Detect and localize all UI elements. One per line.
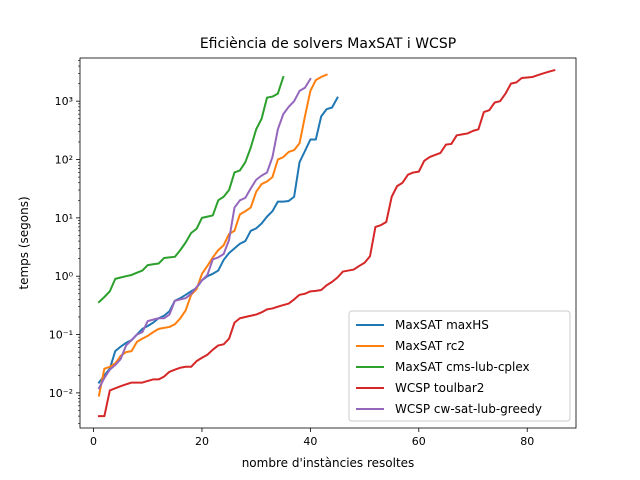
series-line-1 <box>97 73 328 397</box>
legend-label: MaxSAT rc2 <box>395 339 465 353</box>
x-axis-label: nombre d'instàncies resoltes <box>242 456 415 470</box>
y-axis-ticks: 10⁻² 10⁻¹ 10⁰ 10¹ 10² 10³ <box>49 60 80 424</box>
chart-title: Eficiència de solvers MaxSAT i WCSP <box>200 36 456 52</box>
y-tick-label: 10¹ <box>55 212 73 225</box>
x-tick-label: 20 <box>195 435 209 448</box>
legend-label: WCSP cw-sat-lub-greedy <box>395 402 542 416</box>
y-tick-label: 10⁻² <box>49 387 73 400</box>
legend-label: MaxSAT cms-lub-cplex <box>395 360 530 374</box>
plot-frame <box>79 57 577 429</box>
legend: MaxSAT maxHS MaxSAT rc2 MaxSAT cms-lub-cpl… <box>348 310 571 422</box>
y-tick-label: 10⁻¹ <box>49 329 73 342</box>
legend-box <box>348 310 571 422</box>
y-tick-label: 10² <box>55 154 73 167</box>
series-line-3 <box>97 68 556 418</box>
y-tick-label: 10³ <box>55 95 73 108</box>
y-tick-label: 10⁰ <box>55 270 74 283</box>
x-tick-label: 40 <box>303 435 317 448</box>
x-tick-label: 80 <box>520 435 534 448</box>
series-line-2 <box>97 75 285 304</box>
legend-label: MaxSAT maxHS <box>395 318 489 332</box>
x-tick-label: 0 <box>90 435 97 448</box>
x-tick-label: 60 <box>412 435 426 448</box>
series-line-4 <box>97 77 312 390</box>
y-axis-label: temps (segons) <box>17 196 31 289</box>
legend-label: WCSP toulbar2 <box>395 381 484 395</box>
series-layer <box>97 68 556 418</box>
x-axis-ticks: 0 20 40 60 80 <box>90 428 534 448</box>
